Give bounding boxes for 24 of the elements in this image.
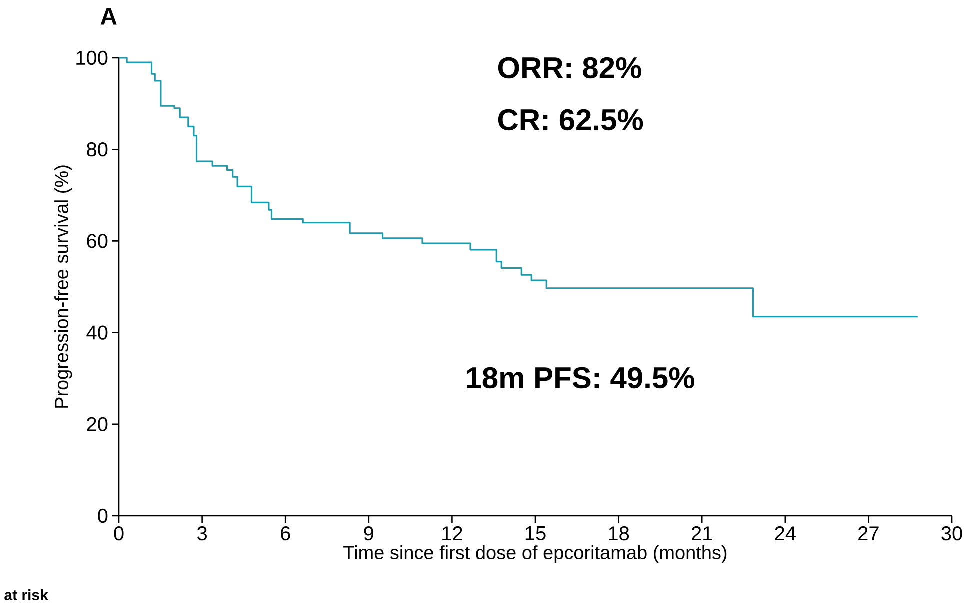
x-tick-label: 30 (942, 526, 962, 541)
y-tick-label: 100 (76, 50, 108, 66)
y-tick-label: 40 (86, 326, 108, 340)
annotation: CR: 62.5% (498, 109, 644, 131)
y-tick-label: 60 (87, 234, 108, 248)
x-tick-label: 21 (692, 526, 712, 540)
y-tick-label: 20 (87, 417, 108, 432)
x-tick-label: 9 (364, 526, 374, 541)
x-tick-label: 18 (609, 526, 630, 541)
x-tick-label: 27 (858, 526, 879, 540)
y-tick-label: 80 (87, 142, 108, 157)
x-tick-label: 3 (198, 526, 207, 541)
text: at risk (4, 589, 48, 600)
y-tick-label: 0 (98, 508, 108, 524)
annotation: ORR: 82% (498, 57, 642, 79)
x-tick-label: 12 (442, 526, 462, 540)
x-tick-label: 6 (281, 526, 290, 541)
x-tick-label: 24 (775, 526, 796, 540)
x-axis-title: Time since first dose of epcoritamab (months) (344, 546, 727, 564)
x-tick-label: 0 (114, 526, 124, 541)
x-tick-label: 15 (526, 526, 546, 540)
annotation: 18m PFS: 49.5% (467, 367, 694, 389)
y-axis-title: Progression-free survival (%) (54, 166, 72, 408)
chart-title: A (100, 8, 117, 25)
